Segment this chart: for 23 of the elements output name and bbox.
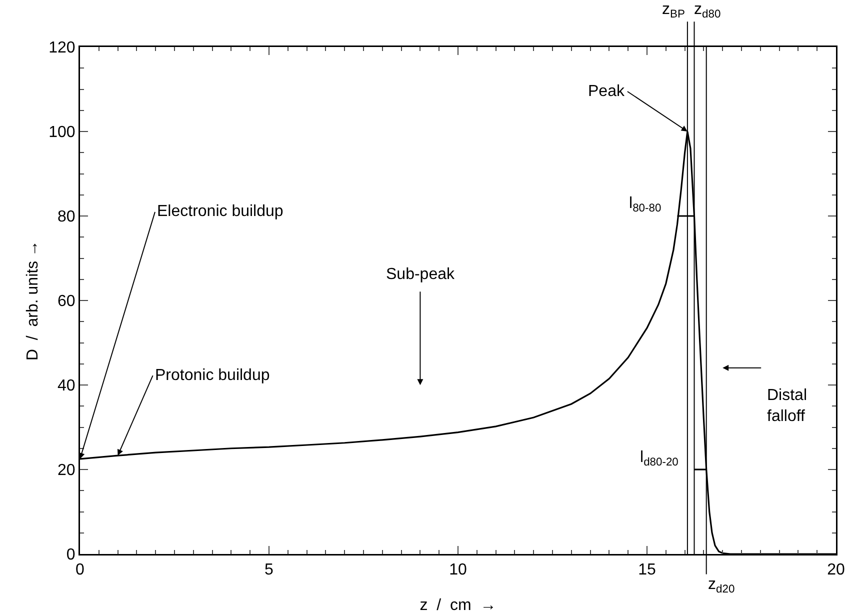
x-tick-label: 15 (638, 562, 656, 579)
annotation: l$_{80-80}$ (629, 195, 662, 214)
annotation: Peak (588, 83, 626, 100)
y-tick-label: 120 (48, 40, 76, 57)
ref-line-label: z$_{BP}$ (662, 1, 685, 20)
y-tick-label: 20 (58, 462, 76, 480)
x-tick-label: 20 (827, 562, 845, 579)
x-tick-label: 10 (449, 562, 467, 579)
y-tick-label: 0 (66, 546, 76, 564)
x-axis-title: z / cm → (420, 597, 496, 614)
annotation: Protonic buildup (155, 367, 270, 384)
y-tick-label: 80 (58, 208, 76, 226)
y-tick-label: 40 (58, 378, 76, 395)
annotation: Distal falloff (767, 387, 808, 425)
y-tick-label: 60 (58, 293, 76, 310)
x-tick-label: 5 (264, 562, 274, 579)
annotation: l$_{d80-20}$ (640, 449, 678, 468)
ref-line-label: z$_{d20}$ (708, 576, 735, 596)
annotation: Electronic buildup (157, 203, 284, 220)
annotation: Sub-peak (386, 266, 456, 283)
y-tick-label: 100 (48, 124, 76, 142)
ref-line-label: z$_{d80}$ (694, 1, 721, 20)
y-axis-title: D / arb. units → (24, 240, 42, 361)
